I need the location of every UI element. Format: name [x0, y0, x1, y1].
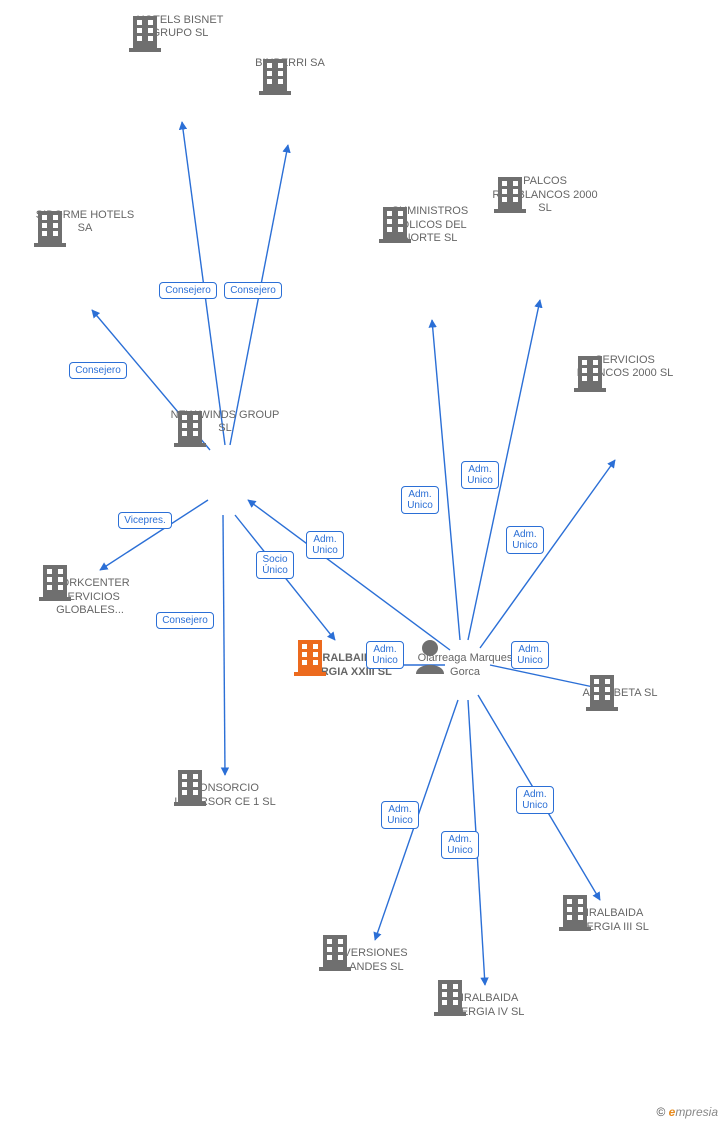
- edge-newwinds-workcenter: [100, 500, 208, 570]
- footer-copyright: © empresia: [656, 1105, 718, 1119]
- node-newwinds[interactable]: NEW WINDS GROUP SL: [170, 407, 280, 450]
- edge-label-olarreaga-suministros: Adm. Unico: [401, 486, 439, 514]
- edge-label-olarreaga-servicios: Adm. Unico: [506, 526, 544, 554]
- node-miralbaida4[interactable]: MIRALBAIDA ENERGIA IV SL: [430, 976, 540, 1019]
- edge-label-olarreaga-miralbaida4: Adm. Unico: [441, 831, 479, 859]
- node-olarreaga[interactable]: Olarreaga Marques Gorca: [410, 636, 520, 679]
- copyright-symbol: ©: [656, 1105, 665, 1119]
- node-inversiones[interactable]: INVERSIONES FLANDES SL: [315, 931, 425, 974]
- edge-label-newwinds-workcenter: Vicepres.: [118, 512, 172, 529]
- edge-olarreaga-suministros: [432, 320, 460, 640]
- node-miralbaida3[interactable]: MIRALBAIDA ENERGIA III SL: [555, 891, 665, 934]
- edge-label-olarreaga-inversiones: Adm. Unico: [381, 801, 419, 829]
- edge-label-olarreaga-palcos: Adm. Unico: [461, 461, 499, 489]
- node-servicios[interactable]: SERVICIOS BLANCOS 2000 SL: [570, 352, 680, 395]
- edge-label-newwinds-consorcio: Consejero: [156, 612, 214, 629]
- node-aldabeta[interactable]: ALDA BETA SL: [582, 671, 657, 701]
- brand-text: mpresia: [675, 1105, 718, 1119]
- edge-label-newwinds-hotels_bisnet: Consejero: [159, 282, 217, 299]
- edge-label-olarreaga-newwinds: Adm. Unico: [306, 531, 344, 559]
- node-consorcio[interactable]: CONSORCIO INVERSOR CE 1 SL: [170, 766, 280, 809]
- edge-label-olarreaga-miralbaida23: Adm. Unico: [366, 641, 404, 669]
- edge-label-olarreaga-miralbaida3: Adm. Unico: [516, 786, 554, 814]
- node-binberri[interactable]: BINBERRI SA: [255, 55, 325, 85]
- edge-label-newwinds-binberri: Consejero: [224, 282, 282, 299]
- node-palcos[interactable]: PALCOS ROJIBLANCOS 2000 SL: [490, 173, 600, 230]
- node-suministros[interactable]: SUMINISTROS EOLICOS DEL NORTE SL: [375, 203, 485, 260]
- node-sidorme[interactable]: SIDORME HOTELS SA: [30, 207, 140, 250]
- edge-newwinds-consorcio: [223, 515, 225, 775]
- node-workcenter[interactable]: WORKCENTER SERVICIOS GLOBALES...: [35, 561, 145, 618]
- node-hotels_bisnet[interactable]: HOTELS BISNET GRUPO SL: [125, 12, 235, 55]
- edge-label-newwinds-miralbaida23: Socio Único: [256, 551, 294, 579]
- edge-label-olarreaga-aldabeta: Adm. Unico: [511, 641, 549, 669]
- edge-label-newwinds-sidorme: Consejero: [69, 362, 127, 379]
